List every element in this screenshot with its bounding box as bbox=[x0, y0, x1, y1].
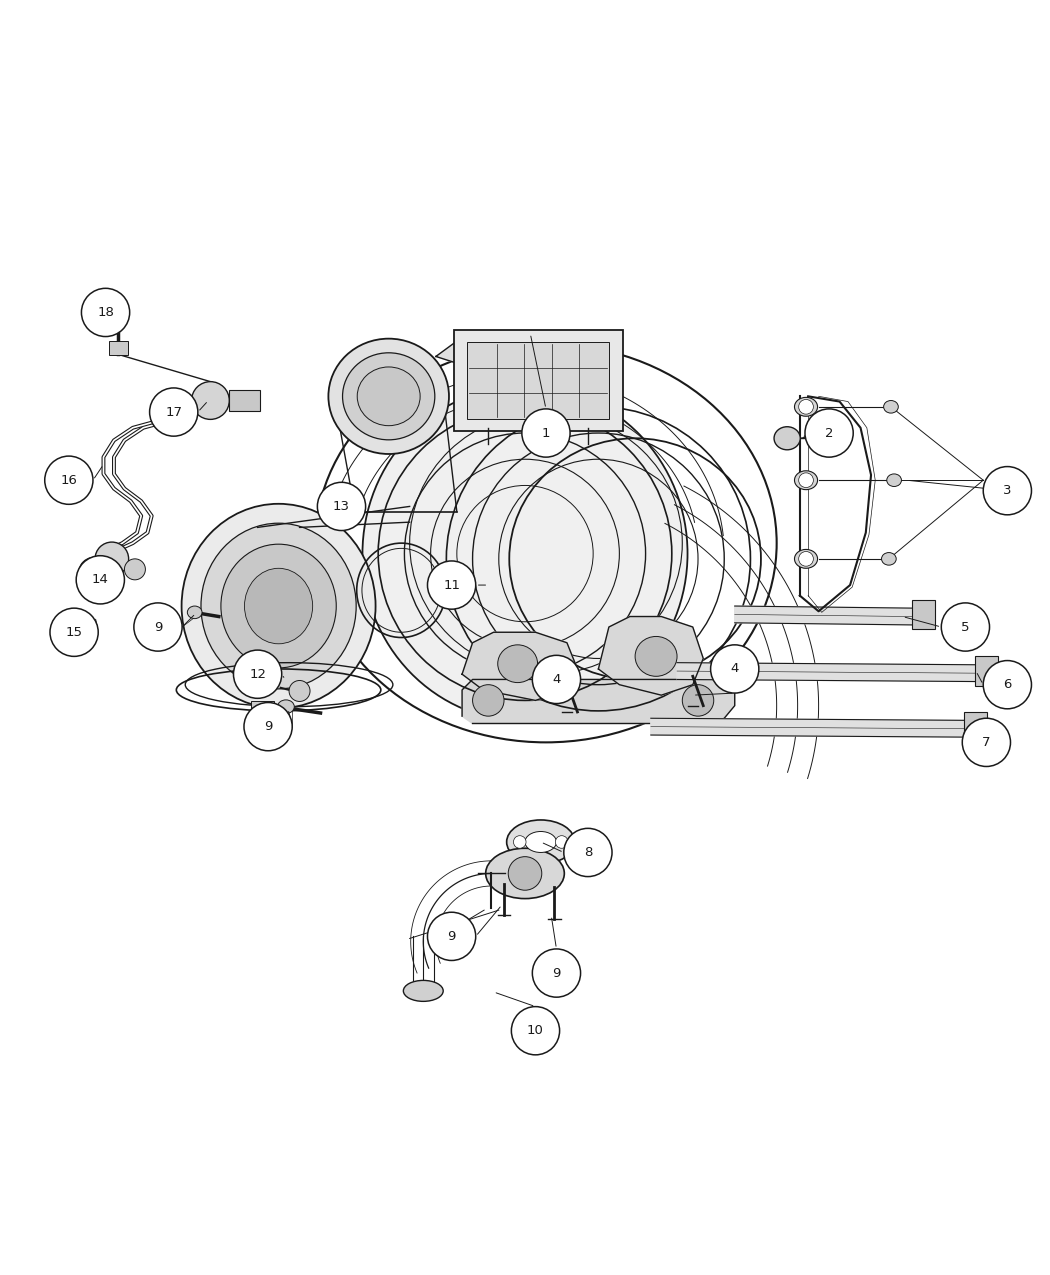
Ellipse shape bbox=[486, 848, 564, 899]
Ellipse shape bbox=[182, 504, 376, 709]
Ellipse shape bbox=[329, 339, 449, 454]
Circle shape bbox=[532, 949, 581, 997]
Text: 16: 16 bbox=[61, 474, 78, 487]
Circle shape bbox=[82, 288, 129, 337]
Circle shape bbox=[511, 1006, 560, 1054]
Ellipse shape bbox=[635, 636, 677, 676]
Circle shape bbox=[799, 399, 814, 414]
Circle shape bbox=[96, 542, 128, 575]
Text: 4: 4 bbox=[731, 663, 739, 676]
Circle shape bbox=[289, 681, 310, 701]
Text: 12: 12 bbox=[249, 668, 266, 681]
Ellipse shape bbox=[795, 470, 818, 490]
Ellipse shape bbox=[220, 544, 336, 668]
Circle shape bbox=[941, 603, 989, 652]
Text: 9: 9 bbox=[552, 966, 561, 979]
FancyBboxPatch shape bbox=[964, 711, 987, 741]
Circle shape bbox=[427, 912, 476, 960]
FancyBboxPatch shape bbox=[454, 330, 623, 431]
Ellipse shape bbox=[774, 427, 800, 450]
Polygon shape bbox=[651, 718, 965, 737]
Circle shape bbox=[532, 655, 581, 704]
Circle shape bbox=[317, 482, 365, 530]
Circle shape bbox=[522, 409, 570, 458]
Ellipse shape bbox=[882, 552, 897, 565]
Ellipse shape bbox=[357, 367, 420, 426]
Ellipse shape bbox=[337, 497, 352, 510]
FancyBboxPatch shape bbox=[109, 340, 128, 356]
Circle shape bbox=[77, 556, 125, 604]
Circle shape bbox=[191, 381, 229, 419]
Text: 6: 6 bbox=[1003, 678, 1011, 691]
Text: 17: 17 bbox=[165, 405, 183, 418]
Text: 8: 8 bbox=[584, 847, 592, 859]
Text: 15: 15 bbox=[65, 626, 83, 639]
Ellipse shape bbox=[498, 645, 538, 682]
Polygon shape bbox=[598, 617, 704, 695]
Circle shape bbox=[233, 650, 281, 699]
Circle shape bbox=[50, 608, 99, 657]
Text: 9: 9 bbox=[264, 720, 272, 733]
Circle shape bbox=[711, 645, 759, 694]
FancyBboxPatch shape bbox=[974, 657, 998, 686]
Text: 13: 13 bbox=[333, 500, 350, 513]
Circle shape bbox=[45, 456, 93, 505]
Ellipse shape bbox=[342, 353, 435, 440]
FancyBboxPatch shape bbox=[912, 599, 935, 629]
Circle shape bbox=[799, 473, 814, 487]
Ellipse shape bbox=[201, 523, 356, 689]
FancyBboxPatch shape bbox=[826, 430, 844, 446]
Circle shape bbox=[149, 388, 197, 436]
Circle shape bbox=[125, 558, 145, 580]
Ellipse shape bbox=[332, 492, 357, 515]
Circle shape bbox=[682, 685, 714, 717]
Ellipse shape bbox=[403, 980, 443, 1001]
Text: 14: 14 bbox=[92, 574, 109, 586]
Ellipse shape bbox=[277, 700, 294, 714]
Circle shape bbox=[244, 703, 292, 751]
Ellipse shape bbox=[795, 550, 818, 569]
Circle shape bbox=[472, 685, 504, 717]
Circle shape bbox=[133, 603, 182, 652]
Text: 1: 1 bbox=[542, 427, 550, 440]
Text: 2: 2 bbox=[825, 427, 834, 440]
Text: 18: 18 bbox=[97, 306, 114, 319]
Text: 9: 9 bbox=[153, 621, 162, 634]
Circle shape bbox=[805, 409, 854, 458]
Ellipse shape bbox=[795, 398, 818, 416]
Text: 5: 5 bbox=[961, 621, 969, 634]
Text: 7: 7 bbox=[982, 736, 990, 748]
Ellipse shape bbox=[887, 474, 902, 487]
Ellipse shape bbox=[187, 606, 202, 618]
Circle shape bbox=[513, 835, 526, 848]
Polygon shape bbox=[436, 333, 478, 365]
Circle shape bbox=[983, 660, 1031, 709]
FancyBboxPatch shape bbox=[467, 342, 609, 419]
Circle shape bbox=[799, 552, 814, 566]
Text: 11: 11 bbox=[443, 579, 460, 592]
Polygon shape bbox=[735, 606, 914, 625]
Ellipse shape bbox=[245, 569, 313, 644]
FancyBboxPatch shape bbox=[229, 390, 259, 411]
Ellipse shape bbox=[884, 400, 899, 413]
Text: 3: 3 bbox=[1003, 484, 1011, 497]
FancyBboxPatch shape bbox=[251, 701, 274, 717]
Polygon shape bbox=[462, 674, 735, 723]
Circle shape bbox=[508, 857, 542, 890]
Circle shape bbox=[427, 561, 476, 609]
Text: 10: 10 bbox=[527, 1024, 544, 1038]
Circle shape bbox=[983, 467, 1031, 515]
Ellipse shape bbox=[362, 386, 688, 722]
Ellipse shape bbox=[525, 831, 556, 853]
Text: 9: 9 bbox=[447, 929, 456, 942]
Text: 4: 4 bbox=[552, 673, 561, 686]
Circle shape bbox=[564, 829, 612, 877]
Polygon shape bbox=[462, 632, 578, 700]
Polygon shape bbox=[677, 663, 975, 682]
Ellipse shape bbox=[507, 820, 574, 864]
Circle shape bbox=[962, 718, 1010, 766]
Circle shape bbox=[555, 835, 568, 848]
